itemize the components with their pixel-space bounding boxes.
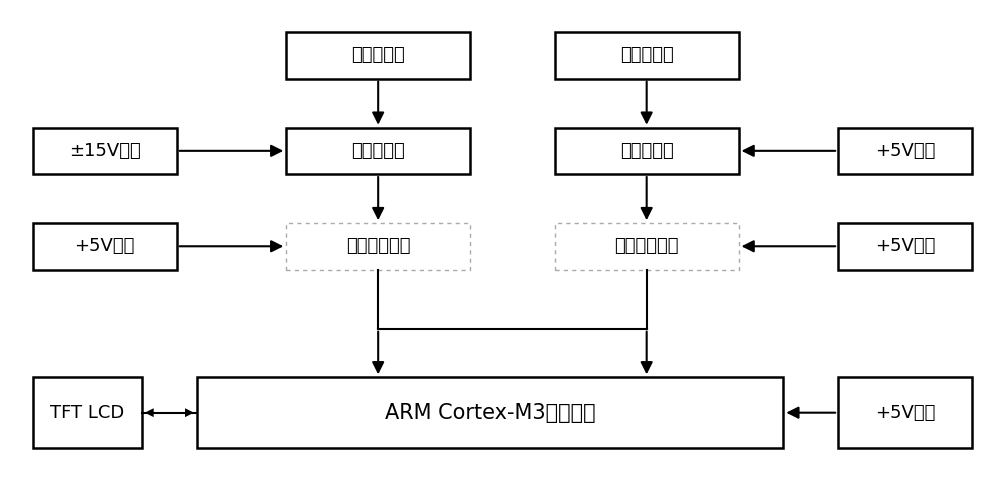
Bar [33,377,142,448]
Text: 电流传感器: 电流传感器 [620,142,674,160]
Text: 换能器电压: 换能器电压 [351,47,405,64]
Text: +5V电源: +5V电源 [75,237,135,255]
Text: ARM Cortex-M3微处理器: ARM Cortex-M3微处理器 [385,403,595,423]
Bar [197,377,783,448]
Text: +5V电源: +5V电源 [875,237,935,255]
Text: +5V电源: +5V电源 [875,404,935,422]
Bar [286,223,470,269]
Bar [555,128,739,174]
Bar [555,223,739,269]
Text: TFT LCD: TFT LCD [50,404,124,422]
Bar [286,128,470,174]
Bar [33,223,177,269]
Bar [838,223,972,269]
Text: 第一调理电路: 第一调理电路 [346,237,410,255]
Bar [838,128,972,174]
Text: ±15V电源: ±15V电源 [69,142,141,160]
Bar [286,32,470,79]
Text: 换能器电流: 换能器电流 [620,47,674,64]
Bar [555,32,739,79]
Bar [33,128,177,174]
Bar [838,377,972,448]
Text: +5V电源: +5V电源 [875,142,935,160]
Text: 电压传感器: 电压传感器 [351,142,405,160]
Text: 第二调理电路: 第二调理电路 [614,237,679,255]
